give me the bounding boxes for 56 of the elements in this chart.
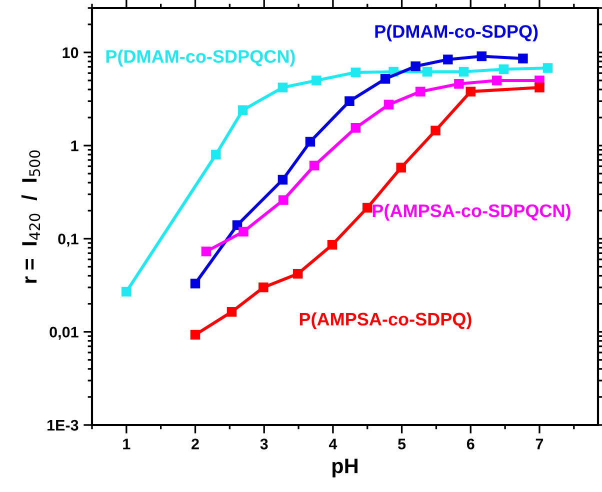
x-tick-label: 5 [398,438,406,450]
point [492,76,502,86]
point [416,86,426,96]
point [312,76,322,86]
x-tick-label: 3 [260,438,268,450]
point [278,195,288,205]
point [190,278,200,288]
point [310,160,320,170]
point [350,68,361,78]
x-axis-title: pH [332,458,358,478]
point [278,174,288,185]
series-label: P(DMAM-co-SDPQ) [375,24,538,42]
point [380,74,390,84]
point [362,202,372,213]
point [534,82,544,92]
point [350,122,361,133]
point [305,136,316,147]
point [190,330,200,340]
y-axis-title: r = I$_{420}$ / I$_{500}$ [21,150,40,283]
point [122,286,132,297]
point [396,162,406,172]
point [211,150,221,160]
point [238,226,248,237]
point [258,282,268,292]
series-label: P(DMAM-co-SDPQCN) [106,50,295,66]
x-tick-label: 2 [192,438,199,450]
point [410,61,420,72]
y-tick-label: 10 [62,47,78,58]
point [344,96,354,106]
x-tick-label: 6 [466,438,474,450]
point [327,240,338,250]
x-tick-label: 4 [328,438,338,450]
y-tick-label: 0,01 [50,326,78,340]
point [458,66,469,77]
x-tick-label: 7 [536,438,544,450]
point [201,246,212,256]
point [422,66,432,77]
point [278,82,288,92]
point [430,126,440,136]
series-label: P(AMPSA-co-SDPQ) [300,312,472,330]
y-tick-label: 0,1 [58,234,78,247]
point [384,100,394,110]
point [542,63,553,73]
point [238,105,248,116]
point [518,54,528,64]
x-tick-label: 1 [123,438,130,450]
text: P(AMPSA-co-SDPQCN) [372,204,570,221]
y-tick-label: 1E-3 [48,420,78,431]
point [498,64,509,74]
point [454,78,464,89]
point [292,268,303,279]
y-tick-label: 1 [71,140,78,152]
point [443,54,453,64]
point [226,306,237,317]
point [476,51,487,62]
point [466,86,476,96]
